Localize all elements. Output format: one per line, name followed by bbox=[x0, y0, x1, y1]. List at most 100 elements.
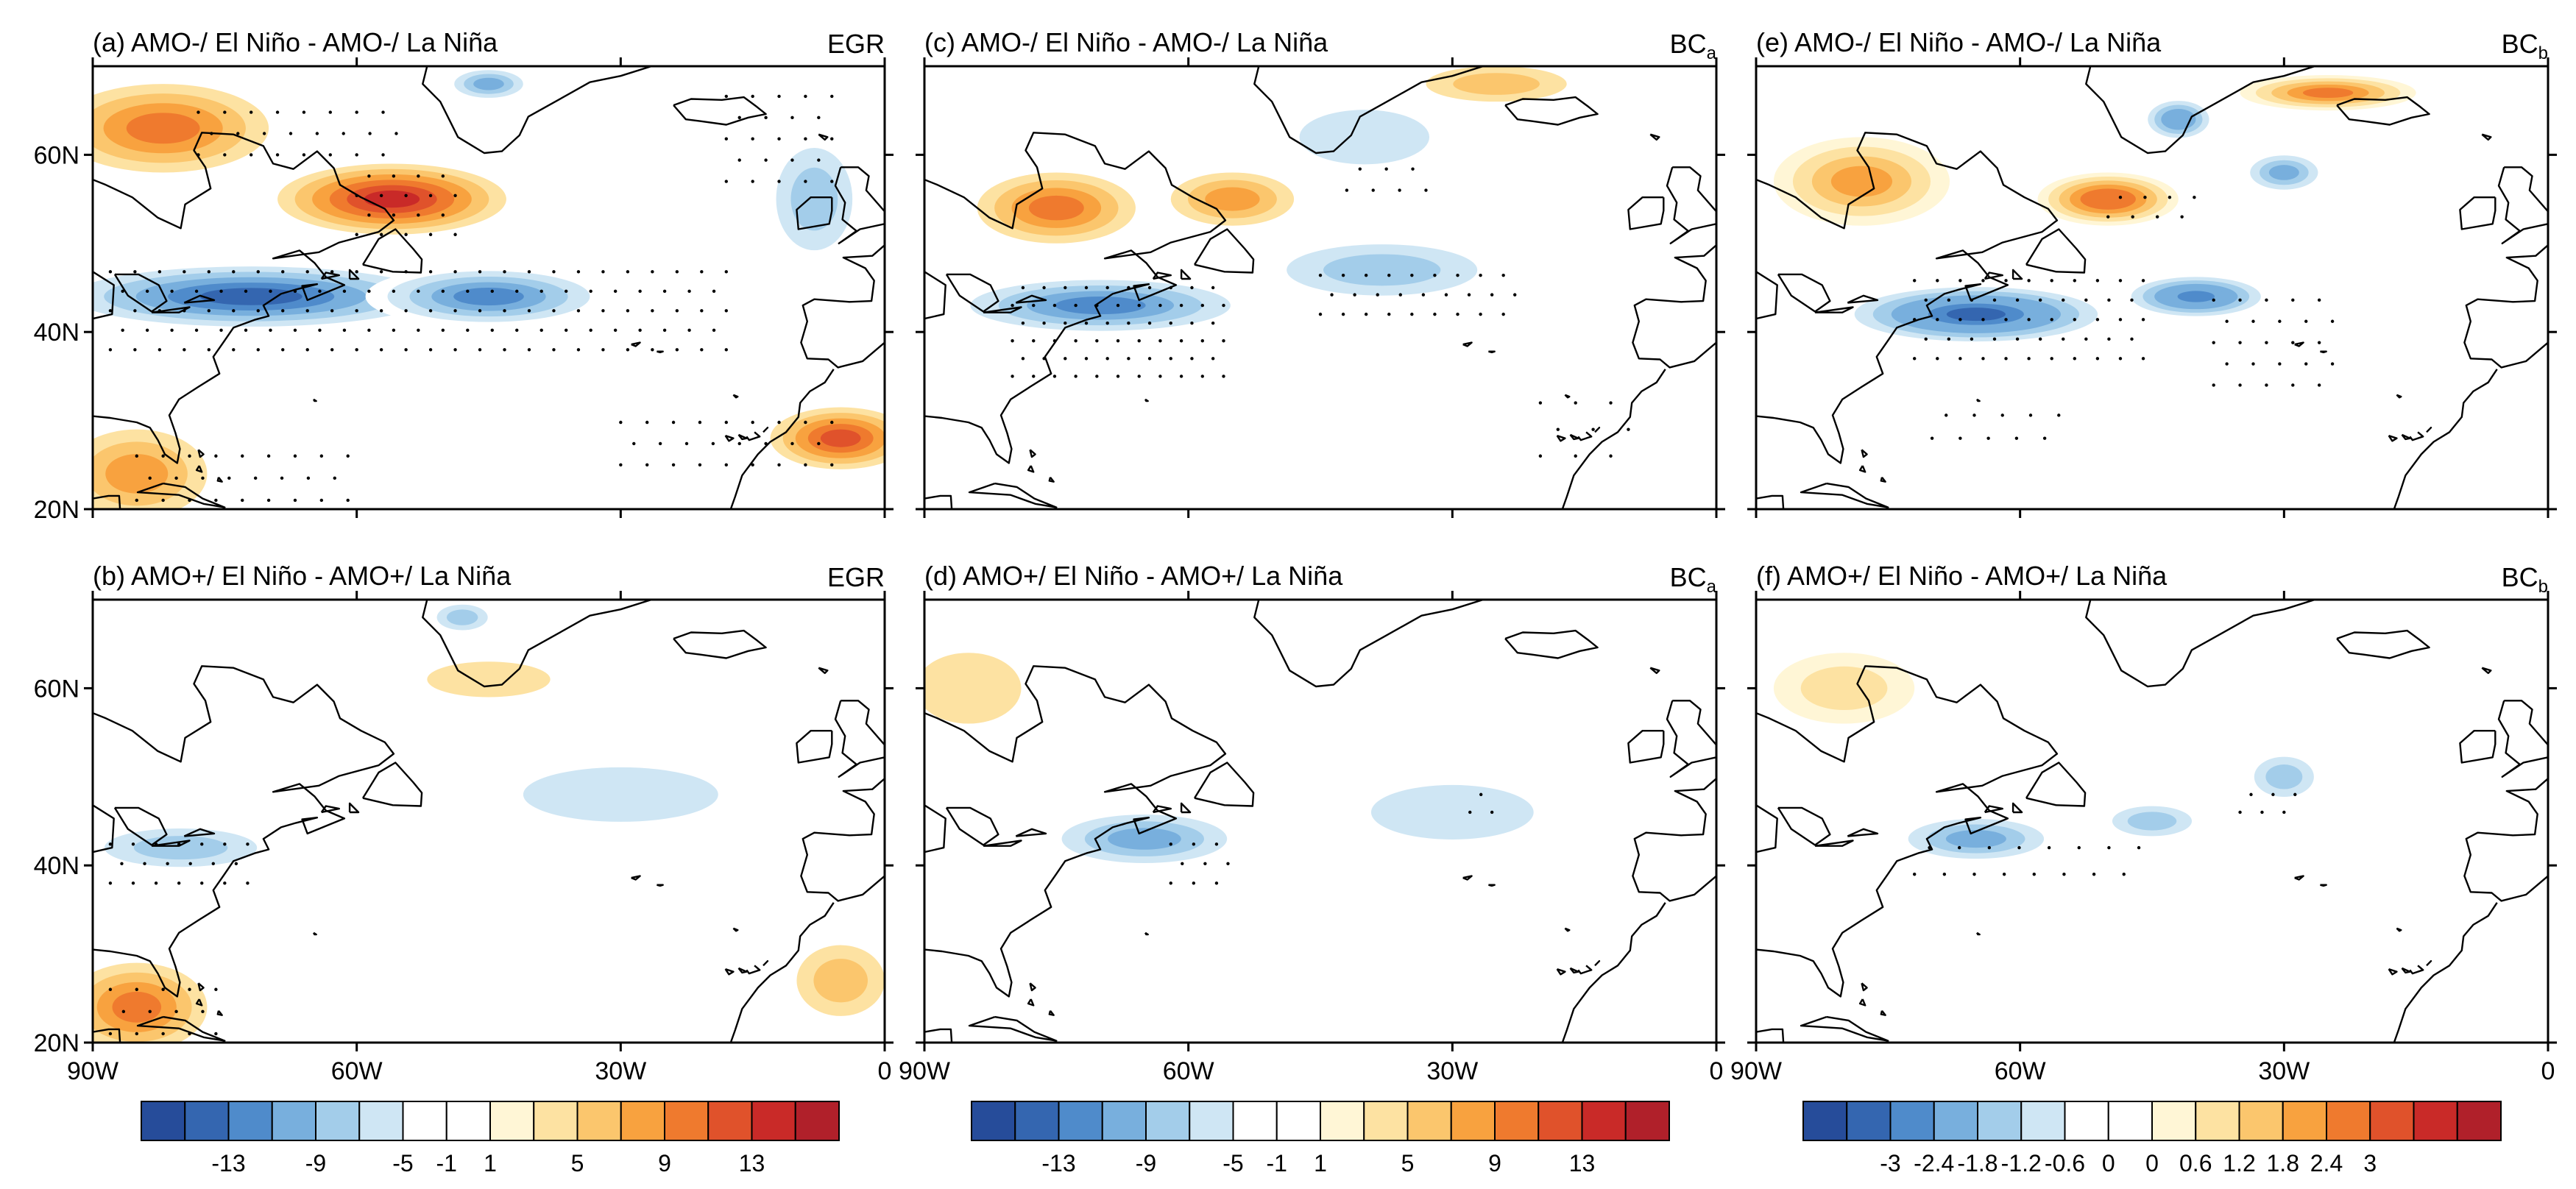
stipple-dot bbox=[700, 270, 704, 274]
stipple-dot bbox=[675, 270, 679, 274]
contour-level-5-2 bbox=[1453, 73, 1540, 95]
colorbar-label: 13 bbox=[739, 1150, 765, 1176]
stipple-dot bbox=[2317, 341, 2321, 344]
coastline-25 bbox=[1027, 465, 1035, 473]
stipple-dot bbox=[1147, 321, 1152, 325]
stipple-dot bbox=[1011, 375, 1014, 378]
contour-level-4-3 bbox=[446, 609, 478, 625]
stipple-dot bbox=[712, 328, 716, 332]
stipple-dot bbox=[131, 842, 135, 846]
coastline-20 bbox=[2294, 875, 2304, 881]
stipple-dot bbox=[2062, 873, 2066, 876]
coastline-17 bbox=[1577, 431, 1593, 441]
coastline-8 bbox=[422, 600, 652, 688]
stipple-dot bbox=[305, 270, 309, 274]
stipple-dot bbox=[121, 328, 124, 332]
stipple-dot bbox=[328, 110, 332, 114]
stipple-dot bbox=[244, 289, 248, 294]
stipple-dot bbox=[293, 328, 297, 332]
stipple-dot bbox=[1116, 339, 1120, 343]
stipple-dot bbox=[2118, 279, 2123, 283]
stipple-dot bbox=[2265, 383, 2268, 387]
stipple-dot bbox=[1064, 321, 1067, 325]
coastline-0 bbox=[93, 132, 395, 464]
stipple-dot bbox=[269, 289, 272, 294]
stipple-dot bbox=[1021, 285, 1025, 290]
coastline-17 bbox=[2409, 431, 2424, 441]
coastline-28 bbox=[234, 508, 240, 509]
stipple-dot bbox=[2002, 873, 2006, 876]
coastline-13 bbox=[1632, 778, 1716, 902]
stipple-dot bbox=[1947, 298, 1951, 302]
stipple-dot bbox=[1913, 873, 1917, 876]
coastline-19 bbox=[2396, 927, 2402, 932]
colorbar-label: 1 bbox=[484, 1150, 497, 1176]
coastline-13 bbox=[1632, 244, 1716, 369]
coastline-0 bbox=[924, 665, 1227, 998]
stipple-dot bbox=[256, 309, 260, 313]
stipple-dot bbox=[1410, 273, 1414, 277]
stipple-dot bbox=[330, 348, 334, 352]
stipple-dot bbox=[687, 328, 691, 332]
coastline-0 bbox=[93, 665, 395, 998]
stipple-dot bbox=[232, 348, 236, 352]
colorbar-box bbox=[315, 1101, 361, 1141]
stipple-dot bbox=[214, 498, 218, 503]
stipple-dot bbox=[2291, 298, 2295, 302]
stipple-dot bbox=[1936, 357, 1939, 361]
coastline-0 bbox=[1756, 132, 2059, 464]
stipple-dot bbox=[1609, 454, 1613, 458]
stipple-dot bbox=[232, 309, 236, 313]
coastline-19 bbox=[2396, 394, 2402, 399]
stipple-dot bbox=[381, 153, 385, 157]
stipple-dot bbox=[2004, 357, 2008, 361]
stipple-dot bbox=[1181, 862, 1184, 865]
coastline-15 bbox=[2388, 434, 2398, 442]
stipple-dot bbox=[684, 441, 689, 446]
coastline-22 bbox=[313, 398, 317, 402]
coastline-22 bbox=[1144, 931, 1149, 936]
stipple-dot bbox=[626, 270, 630, 274]
stipple-dot bbox=[1513, 293, 1517, 297]
colorbar-label: -1.2 bbox=[2001, 1150, 2042, 1176]
coastline-3 bbox=[348, 802, 360, 814]
contour-level-0-5 bbox=[1055, 297, 1146, 315]
coastline-28 bbox=[1897, 1041, 1903, 1043]
stipple-dot bbox=[174, 476, 178, 480]
stipple-dot bbox=[515, 289, 519, 294]
stipple-dot bbox=[671, 420, 676, 425]
coastline-2 bbox=[1984, 271, 2004, 280]
contour-level-5-3 bbox=[105, 454, 169, 494]
coastline-16 bbox=[2401, 433, 2411, 441]
stipple-dot bbox=[651, 309, 654, 313]
colorbar-box bbox=[2195, 1101, 2240, 1141]
significance-stippling bbox=[1169, 792, 1494, 885]
stipple-dot bbox=[319, 454, 324, 458]
stipple-dot bbox=[2251, 362, 2255, 366]
stipple-dot bbox=[1358, 167, 1362, 171]
stipple-dot bbox=[601, 348, 605, 352]
coastline-4 bbox=[945, 273, 999, 313]
stipple-dot bbox=[223, 842, 227, 846]
stipple-dot bbox=[1958, 279, 1962, 283]
colorbar-box bbox=[1406, 1101, 1452, 1141]
stipple-dot bbox=[527, 348, 531, 352]
stipple-dot bbox=[1958, 318, 1962, 322]
coastlines bbox=[93, 600, 885, 1043]
coastline-24 bbox=[197, 449, 205, 458]
coastline-10 bbox=[1649, 667, 1660, 675]
colorbar-label: -1 bbox=[1267, 1150, 1287, 1176]
stipple-dot bbox=[241, 454, 244, 458]
coastline-13 bbox=[800, 778, 885, 902]
stipple-dot bbox=[318, 289, 322, 294]
contour-level-0-4 bbox=[1107, 828, 1181, 850]
stipple-dot bbox=[2014, 436, 2019, 440]
colorbar-box bbox=[1275, 1101, 1321, 1141]
stipple-dot bbox=[1211, 357, 1215, 361]
colorbar-box bbox=[1058, 1101, 1103, 1141]
stipple-dot bbox=[1105, 321, 1109, 325]
stipple-dot bbox=[219, 289, 223, 294]
stipple-dot bbox=[724, 94, 728, 99]
coastline-2 bbox=[320, 805, 340, 814]
stipple-dot bbox=[539, 328, 543, 332]
